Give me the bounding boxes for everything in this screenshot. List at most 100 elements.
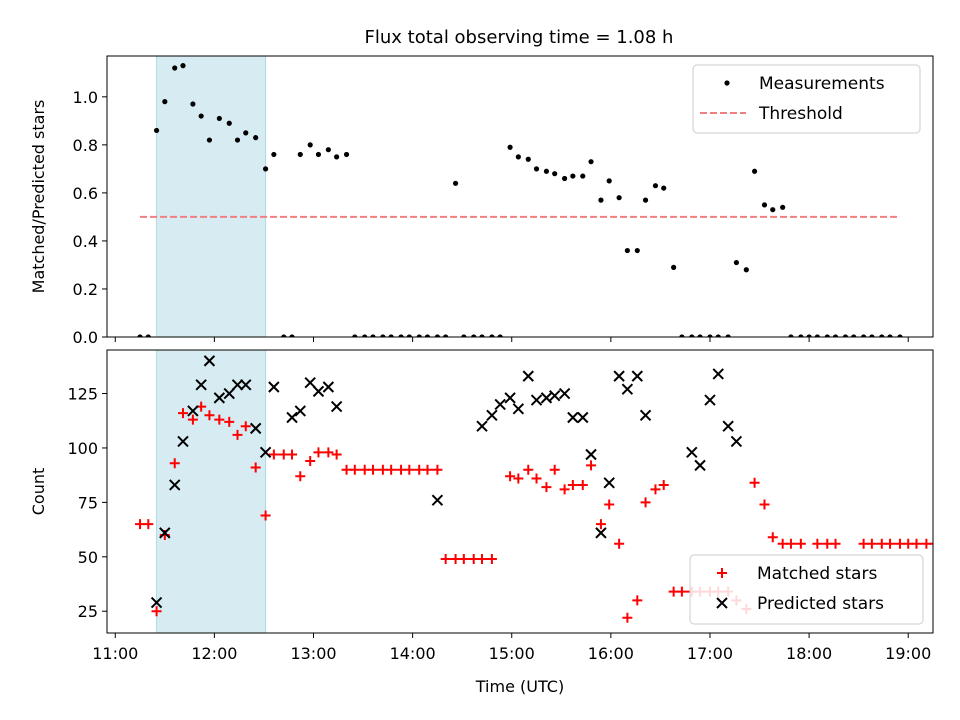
y-tick-label: 0.2: [73, 280, 98, 299]
highlight-band: [156, 349, 267, 634]
predicted-point: [177, 435, 189, 448]
matched-point: [632, 595, 643, 606]
measurement-point: [824, 334, 830, 337]
measurement-point: [226, 120, 232, 126]
legend-measurement-marker: [724, 80, 730, 86]
matched-point: [240, 421, 251, 432]
measurement-point: [707, 334, 713, 337]
measurement-point: [814, 334, 820, 337]
y-tick-label: 50: [78, 548, 98, 567]
predicted-point: [712, 368, 724, 380]
measurement-point: [507, 144, 513, 150]
predicted-point: [330, 400, 343, 413]
measurement-point: [671, 264, 677, 270]
matched-point: [676, 586, 687, 597]
measurement-point: [552, 171, 558, 177]
matched-point: [785, 538, 796, 549]
y-tick-label: 25: [78, 602, 98, 621]
matched-point: [549, 464, 560, 475]
matched-point: [866, 538, 877, 549]
measurement-point: [788, 334, 794, 337]
matched-point: [458, 553, 469, 564]
count-panel: 25 50 75 100 125 11:00 12:00 13:00 14:00 15:00 16:…: [29, 349, 958, 696]
y-tick-label: 125: [67, 385, 98, 404]
measurement-point: [206, 137, 213, 143]
measurement-point: [153, 127, 160, 134]
x-tick-label: 15:00: [489, 644, 535, 663]
matched-point: [812, 538, 823, 549]
matched-point: [586, 460, 597, 471]
matched-point: [929, 542, 933, 545]
matched-point: [614, 538, 625, 549]
predicted-point: [240, 379, 252, 391]
x-tick-label: 17:00: [687, 644, 733, 663]
measurement-point: [798, 334, 804, 337]
predicted-point: [522, 370, 534, 382]
legend: Matched stars Predicted stars: [689, 554, 924, 625]
measurement-point: [479, 334, 485, 337]
predicted-point: [312, 385, 325, 398]
matched-point: [604, 499, 615, 510]
predicted-point: [286, 411, 298, 424]
y-tick-label: 75: [78, 493, 98, 512]
measurement-point: [243, 130, 249, 136]
measurement-point: [434, 334, 440, 337]
matched-point: [477, 553, 488, 564]
measurement-point: [362, 334, 368, 337]
matched-point: [795, 538, 806, 549]
matched-point: [948, 539, 958, 549]
measurement-point: [352, 334, 358, 337]
matched-point: [404, 464, 415, 475]
matched-point: [323, 447, 334, 458]
matched-point: [940, 539, 950, 549]
predicted-point: [704, 394, 716, 406]
matched-point: [268, 449, 279, 460]
measurement-point: [780, 204, 786, 210]
legend-label: Predicted stars: [757, 594, 884, 614]
measurement-point: [289, 334, 295, 337]
x-tick-label: 11:00: [92, 644, 138, 663]
measurement-point: [533, 166, 540, 172]
measurement-point: [380, 334, 386, 337]
matched-point: [440, 553, 451, 564]
predicted-point: [150, 596, 163, 609]
y-tick-label: 100: [67, 439, 98, 458]
measurement-point: [216, 115, 222, 122]
predicted-point: [259, 446, 272, 459]
predicted-point: [694, 459, 706, 472]
measurement-point: [515, 154, 521, 160]
matched-point: [432, 464, 443, 475]
predicted-point: [577, 411, 589, 424]
bottom-axes-frame: [106, 349, 934, 634]
x-tick-label: 16:00: [588, 644, 634, 663]
matched-point: [295, 471, 306, 482]
predicted-point: [195, 379, 207, 391]
matched-point: [513, 473, 524, 484]
measurement-point: [334, 154, 340, 160]
legend-box: [689, 554, 924, 625]
predicted-point: [686, 446, 698, 459]
measurement-point: [661, 185, 667, 191]
matched-point: [567, 479, 578, 490]
x-tick-label: 18:00: [786, 644, 832, 663]
measurement-point: [172, 65, 178, 71]
measurement-point: [634, 247, 640, 254]
predicted-point: [159, 527, 171, 539]
measurement-point: [370, 334, 376, 337]
measurement-point: [606, 178, 612, 184]
matched-point: [622, 612, 633, 623]
matched-point: [541, 482, 552, 493]
measurement-point: [562, 175, 568, 182]
measurement-point: [281, 334, 287, 337]
measurement-point: [679, 334, 685, 337]
predicted-point: [548, 390, 561, 402]
legend: Measurements Threshold: [692, 64, 921, 134]
predicted-point: [231, 379, 244, 391]
matched-point: [349, 464, 360, 475]
matched-point: [422, 464, 433, 475]
predicted-point: [203, 355, 216, 367]
ratio-panel: 0.0 0.2 0.4 0.6 0.8 1.0 Matched/Predicted star…: [29, 55, 934, 347]
y-tick-label: 1.0: [73, 88, 98, 107]
measurement-point: [271, 151, 277, 158]
